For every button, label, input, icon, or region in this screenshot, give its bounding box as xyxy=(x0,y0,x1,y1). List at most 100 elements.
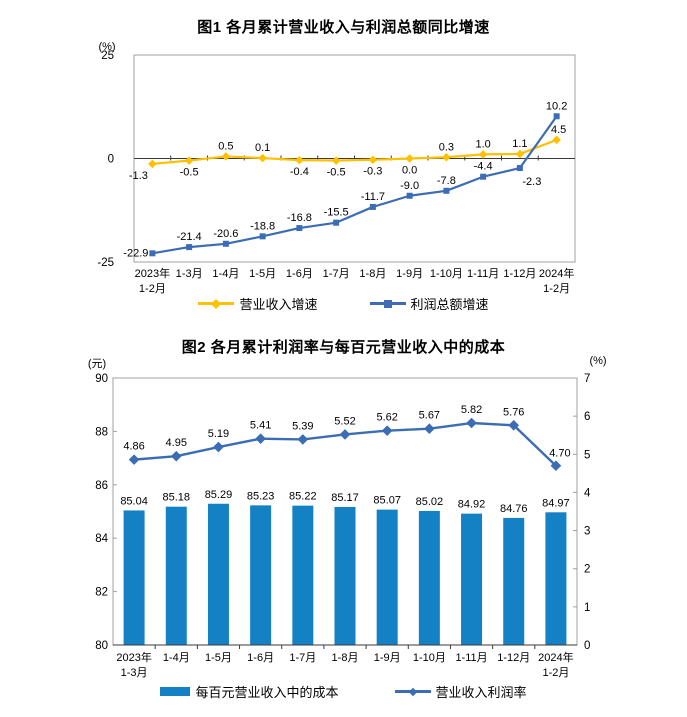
data-point-marker xyxy=(442,153,451,162)
chart1-data-label: -20.6 xyxy=(213,228,238,240)
chart2-right-tick: 1 xyxy=(584,602,590,614)
chart1-x-label: 2023年 xyxy=(135,266,170,280)
line-square-marker-icon xyxy=(369,299,406,308)
cost-bar xyxy=(418,510,440,645)
data-point-marker xyxy=(213,441,224,453)
chart2-x-label: 1-8月 xyxy=(332,652,359,664)
chart1-series-line xyxy=(152,115,558,255)
chart2-left-tick: 90 xyxy=(95,373,108,385)
chart1-x-label: 2024年 xyxy=(539,266,574,280)
chart2-bar-label: 85.29 xyxy=(205,489,233,501)
chart1-data-label: -9.0 xyxy=(400,180,419,192)
chart2-line-label: 4.86 xyxy=(123,441,144,453)
chart2-x-label: 1-3月 xyxy=(121,667,148,679)
chart1-y-unit: (%) xyxy=(98,41,115,53)
data-point-marker xyxy=(339,429,351,440)
chart2-line-label: 5.76 xyxy=(503,406,524,418)
chart1-series-line xyxy=(152,138,558,165)
diamond-icon xyxy=(408,687,417,696)
chart2-right-tick: 4 xyxy=(584,487,591,499)
cost-bar xyxy=(503,517,525,645)
chart2-x-label: 2023年 xyxy=(116,650,151,664)
data-point-marker xyxy=(259,233,266,240)
data-point-marker xyxy=(478,150,488,159)
chart1-data-label: -15.5 xyxy=(324,207,349,219)
chart2-title: 图2 各月累计利润率与每百元营业收入中的成本 xyxy=(181,339,506,356)
chart2-line-label: 5.62 xyxy=(376,412,397,424)
chart1-x-label: 1-9月 xyxy=(396,268,423,280)
chart2-right-tick: 2 xyxy=(584,564,590,576)
chart2-x-label: 1-5月 xyxy=(205,652,232,664)
chart1-data-label: -0.5 xyxy=(327,167,346,179)
data-point-marker xyxy=(553,113,560,120)
cost-bar xyxy=(165,506,187,645)
chart1-data-label: 0.1 xyxy=(255,142,270,154)
chart2-left-tick: 86 xyxy=(95,480,108,492)
data-point-marker xyxy=(381,425,393,436)
bar-swatch-icon xyxy=(160,687,191,696)
data-point-marker xyxy=(170,450,182,462)
chart1-x-label: 1-10月 xyxy=(430,268,463,280)
chart1-x-label: 1-7月 xyxy=(323,268,350,280)
chart2-x-label: 1-7月 xyxy=(289,652,316,664)
chart2-right-unit: (%) xyxy=(589,355,606,367)
chart1-series-1: -22.9-21.4 -20.6-18.8-16.8 -15.5-11.7-9.0-… xyxy=(123,100,567,259)
data-point-marker xyxy=(222,240,229,247)
data-point-marker xyxy=(424,423,435,435)
chart2-line-series: 4.86 4.95 5.19 5.41 5.39 5.52 5.62 5.67 5.82 5.76… xyxy=(123,404,571,472)
chart2-legend-label-cost: 每百元营业收入中的成本 xyxy=(195,685,339,700)
chart1-y-tick: 25 xyxy=(101,50,114,62)
chart2-bar-label: 85.07 xyxy=(373,495,401,507)
chart1-plot: (%)25 0 -25 2023年 1-2月 1-3月 1-4月 1-5月 1-6月 1-7月 1-… xyxy=(97,41,576,295)
data-point-marker xyxy=(295,155,304,165)
chart1-y-tick: 0 xyxy=(108,154,114,166)
chart1-data-label: -16.8 xyxy=(287,212,312,224)
chart1-y-tick: -25 xyxy=(97,257,114,269)
chart1-x-label: 1-4月 xyxy=(212,268,239,280)
chart2-line-label: 4.70 xyxy=(549,448,570,460)
data-point-marker xyxy=(443,187,450,194)
data-point-marker xyxy=(184,156,194,165)
line-diamond-marker-icon xyxy=(394,687,431,696)
chart1-data-label: 0.3 xyxy=(439,141,454,153)
chart2-bar-label: 85.17 xyxy=(331,492,359,504)
chart2-legend-item-cost: 每百元营业收入中的成本 xyxy=(160,682,339,701)
cost-bar xyxy=(250,505,272,645)
chart2-bar-label: 85.04 xyxy=(120,495,148,507)
chart2-line-label: 5.41 xyxy=(250,420,271,432)
chart2-line-label: 5.82 xyxy=(461,404,482,416)
chart1-x-label: 1-12月 xyxy=(503,268,536,280)
data-point-marker xyxy=(255,433,266,444)
chart1-title: 图1 各月累计营业收入与利润总额同比增速 xyxy=(197,19,490,36)
chart2-x-label: 1-10月 xyxy=(413,652,446,664)
chart1-data-label: -0.5 xyxy=(180,167,199,179)
chart1-data-label: -2.3 xyxy=(522,176,541,188)
chart2-x-label: 1-6月 xyxy=(247,652,274,664)
chart2-right-tick: 3 xyxy=(584,526,590,538)
chart1-series-0: -1.3 -0.5 0.5 0.1 -0.4 -0.5 -0.3 0.0 0.3 1.0 1.1 4.… xyxy=(129,124,566,182)
chart2-right-tick: 6 xyxy=(584,411,590,423)
chart1-data-label: 10.2 xyxy=(546,100,567,112)
diamond-icon xyxy=(211,298,222,309)
chart1-data-label: -1.3 xyxy=(129,170,148,182)
chart2-x-label: 1-4月 xyxy=(163,652,190,664)
chart2-bar-label: 85.18 xyxy=(163,492,191,504)
chart1-x-label: 1-8月 xyxy=(359,268,386,280)
chart2-bar-label: 84.76 xyxy=(500,503,528,515)
data-point-marker xyxy=(466,417,477,429)
cost-bar xyxy=(545,512,567,645)
chart2-right-tick: 7 xyxy=(584,373,590,385)
chart1-data-label: -21.4 xyxy=(177,231,202,243)
chart2-bar-series: 85.04 85.18 85.29 85.23 85.22 85.17 85.07 85.02… xyxy=(120,489,570,645)
chart2-right-tick: 5 xyxy=(584,449,590,461)
data-point-marker xyxy=(258,153,267,163)
chart1-legend-label-revenue: 营业收入增速 xyxy=(239,297,318,312)
chart2-legend: 每百元营业收入中的成本 营业收入利润率 xyxy=(0,682,687,701)
chart2-left-unit: (元) xyxy=(88,358,106,370)
data-point-marker xyxy=(128,454,140,465)
chart1-x-label: 1-2月 xyxy=(543,283,570,295)
chart1-data-label: -4.4 xyxy=(474,161,493,173)
chart1-x-label: 1-11月 xyxy=(467,268,499,280)
data-point-marker xyxy=(186,244,193,251)
